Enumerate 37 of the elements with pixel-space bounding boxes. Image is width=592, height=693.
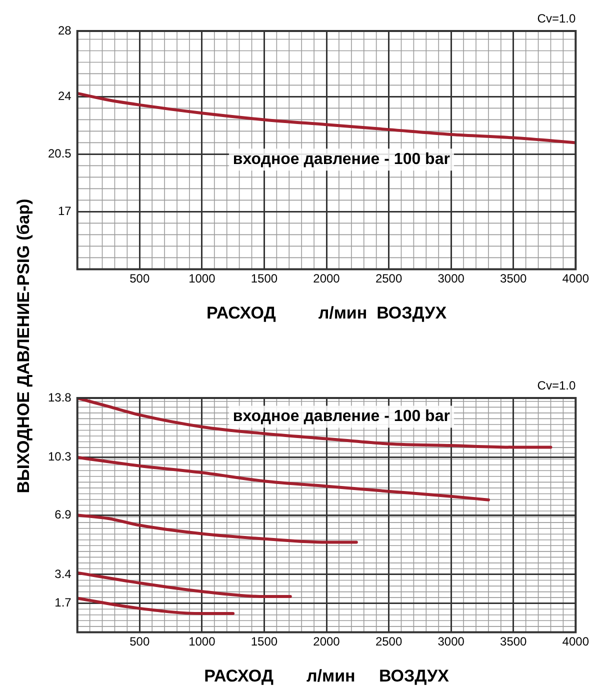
y-tick-label: 6.9: [54, 507, 72, 522]
x-tick-label: 2500: [375, 634, 402, 649]
x-tick-label: 1000: [188, 272, 216, 286]
annotation: входное давление - 100 bar: [232, 151, 450, 168]
x-tick-label: 2500: [375, 272, 402, 286]
y-tick-label: 20.5: [48, 146, 72, 161]
x-tick-label: 3000: [438, 272, 465, 286]
y-tick-label: 24: [58, 89, 72, 104]
line-series: [77, 571, 292, 598]
y-tick-label: 17: [58, 204, 72, 218]
x-tick-label: 1500: [250, 272, 278, 286]
x-tick-label: 3000: [438, 634, 465, 649]
x-tick-label: 1000: [188, 634, 216, 649]
y-axis-title: ВЫХОДНОЕ ДАВЛЕНИЕ-PSIG (бар): [14, 198, 34, 494]
line-series: [77, 398, 552, 449]
y-tick-label: 13.8: [48, 390, 72, 404]
x-tick-label: 500: [130, 634, 150, 649]
line-series: [77, 92, 576, 144]
x-tick-label: 2000: [313, 272, 340, 286]
y-tick-label: 10.3: [48, 450, 72, 464]
x-tick-label: 4000: [562, 634, 590, 649]
text: Cv=1.0: [537, 378, 576, 392]
x-axis-title: РАСХОД л/мин ВОЗДУХ: [206, 303, 448, 322]
text: Cv=1.0: [537, 11, 576, 26]
y-tick-label: 1.7: [54, 596, 72, 610]
y-tick-label: 3.4: [54, 566, 72, 581]
x-tick-label: 3500: [500, 634, 528, 649]
x-tick-label: 500: [130, 272, 150, 286]
x-tick-label: 3500: [500, 272, 528, 286]
x-tick-label: 2000: [313, 634, 340, 649]
annotation: входное давление - 100 bar: [232, 408, 450, 426]
y-tick-label: 28: [58, 23, 72, 38]
x-tick-label: 4000: [562, 272, 590, 286]
x-axis-title: РАСХОД л/мин ВОЗДУХ: [204, 666, 450, 686]
line-series: [77, 456, 490, 502]
x-tick-label: 1500: [250, 634, 278, 649]
line-series: [77, 514, 358, 544]
